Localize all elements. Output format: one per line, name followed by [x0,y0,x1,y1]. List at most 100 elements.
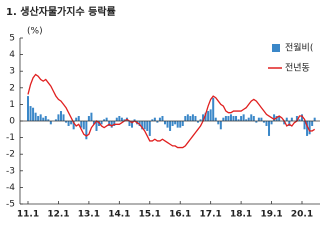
bar [32,107,35,121]
y-tick-label: -3 [6,166,15,176]
bar [176,121,179,128]
bar [100,121,103,125]
x-tick-label: 17.1 [200,210,222,220]
y-tick-label: -1 [6,133,15,143]
bar [163,121,166,125]
bar [204,112,207,121]
bar [92,121,95,125]
bar [288,121,291,126]
bar [131,121,134,128]
y-tick-label: 3 [9,67,15,77]
bar [29,106,32,121]
y-tick-label: 4 [9,50,15,60]
bar [156,121,159,123]
bar [303,121,306,130]
bar [268,121,271,136]
legend-label: 전년동 [285,63,310,74]
bar [80,121,83,128]
bar [123,119,126,121]
bar [181,121,184,126]
bar [202,114,205,121]
bar [199,119,202,121]
bar [70,121,73,125]
bar [265,121,268,126]
bar [77,116,80,121]
chart: 1. 생산자물가지수 등락률 (%) -5 -4 -3 -2 -1 0 1 2 3 4 5 11.1 1… [6,5,320,220]
bar [191,114,194,121]
bar [247,117,250,121]
bar [39,114,42,121]
bar [67,121,70,126]
bar [222,117,225,121]
bar [207,111,210,121]
bar [82,121,85,130]
bar [295,116,298,121]
bar [257,117,260,121]
page: 1. 생산자물가지수 등락률 (%) -5 -4 -3 -2 -1 0 1 2 3 4 5 11.1 1… [6,5,320,220]
bar [306,121,309,136]
bar [298,119,301,121]
bar [34,112,37,121]
bar [217,121,220,125]
bar [262,121,265,123]
bar [37,116,40,121]
bar [311,121,314,126]
y-tick-label: 1 [9,100,15,110]
bar [153,117,156,121]
y-tick-label: -4 [6,183,15,193]
bar [179,121,182,128]
bar [250,114,253,121]
bar [196,121,199,123]
bar [54,119,57,121]
bar [110,121,113,128]
bar [275,116,278,121]
bar [278,116,281,121]
x-tick-label: 15.1 [139,210,161,220]
bar [105,117,108,121]
bar [186,114,189,121]
bar [209,109,212,121]
y-tick-label: -2 [6,150,15,160]
bar [224,116,227,121]
bar [161,116,164,121]
bar [57,114,60,121]
bar [174,121,177,125]
bar [47,119,50,121]
bar [260,117,263,121]
legend-swatch [272,44,280,52]
bar [240,116,243,121]
bar [235,116,238,121]
bar [85,121,88,140]
bar [62,114,65,121]
bar [285,117,288,121]
bar [59,111,62,121]
chart-title: 1. 생산자물가지수 등락률 [6,5,116,18]
bar [219,121,222,130]
bar [252,116,255,121]
bar [133,119,136,121]
bar [138,121,141,126]
bar [108,121,111,126]
y-tick-label: 0 [9,117,15,127]
bar [118,116,121,121]
x-tick-label: 19.1 [260,210,282,220]
bar [49,121,52,125]
bar [308,121,311,135]
bar [151,119,154,121]
bar [87,116,90,121]
bar [290,117,293,121]
bar [229,114,232,121]
x-tick-label: 14.1 [108,210,130,220]
bar [65,121,68,123]
bar [128,121,131,126]
x-tick-label: 13.1 [78,210,100,220]
legend-label: 전월비( [285,42,313,54]
y-tick-label: 5 [9,34,15,44]
bar [75,117,78,121]
bar [212,97,215,121]
bar [283,121,286,125]
bar [115,117,118,121]
bar [184,116,187,121]
bar [313,117,316,121]
bar [158,117,161,121]
